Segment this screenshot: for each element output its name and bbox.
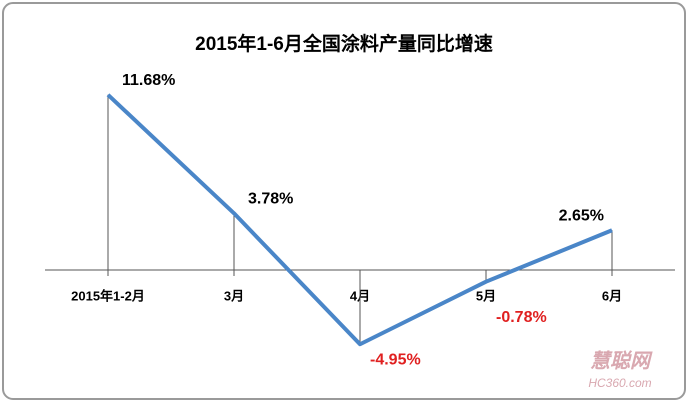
data-label: 2.65% <box>559 207 604 224</box>
data-line <box>106 93 613 347</box>
watermark: 慧聪网 <box>590 349 653 372</box>
chart-title: 2015年1-6月全国涂料产量同比增速 <box>195 32 493 55</box>
x-tick-label: 5月 <box>476 288 496 303</box>
data-label: -4.95% <box>370 351 421 368</box>
data-label: 3.78% <box>248 191 293 208</box>
data-label: 11.68% <box>122 72 175 89</box>
data-label: -0.78% <box>496 309 547 326</box>
frame <box>2 2 686 400</box>
watermark: HC360.com <box>588 376 651 390</box>
x-tick-label: 2015年1-2月 <box>71 288 145 303</box>
x-tick-label: 3月 <box>224 288 244 303</box>
x-tick-label: 6月 <box>602 288 622 303</box>
